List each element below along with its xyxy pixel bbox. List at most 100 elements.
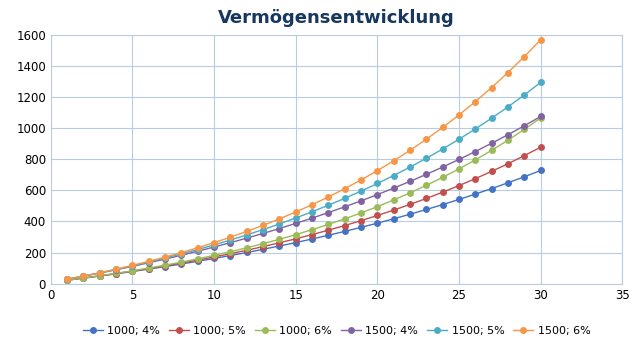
- 1000; 5%: [488, 169, 495, 173]
- 1000; 6%: [210, 253, 218, 257]
- 1000; 6%: [521, 127, 528, 131]
- 1000; 6%: [129, 269, 137, 273]
- 1500; 4%: [129, 264, 137, 268]
- 1500; 5%: [227, 238, 234, 242]
- 1500; 5%: [324, 203, 332, 207]
- 1500; 4%: [64, 277, 71, 281]
- 1000; 6%: [537, 116, 544, 120]
- 1500; 6%: [64, 277, 71, 281]
- 1500; 5%: [210, 243, 218, 247]
- 1000; 4%: [79, 276, 87, 280]
- 1500; 5%: [358, 189, 365, 193]
- 1500; 6%: [472, 100, 479, 104]
- 1500; 5%: [390, 173, 398, 177]
- 1000; 4%: [276, 244, 283, 248]
- Title: Vermögensentwicklung: Vermögensentwicklung: [218, 9, 455, 27]
- 1000; 5%: [194, 258, 201, 262]
- 1000; 6%: [243, 246, 251, 250]
- 1500; 4%: [488, 141, 495, 145]
- 1500; 4%: [341, 205, 349, 209]
- 1000; 5%: [358, 219, 365, 223]
- 1000; 5%: [422, 197, 430, 201]
- 1500; 4%: [373, 192, 381, 197]
- 1000; 6%: [358, 211, 365, 215]
- 1500; 6%: [439, 125, 446, 129]
- 1500; 6%: [358, 178, 365, 182]
- 1000; 6%: [64, 278, 71, 282]
- 1500; 4%: [79, 274, 87, 278]
- 1000; 5%: [227, 252, 234, 256]
- 1000; 6%: [341, 217, 349, 221]
- 1000; 4%: [161, 265, 169, 269]
- 1000; 4%: [96, 274, 104, 278]
- 1000; 5%: [373, 213, 381, 218]
- 1500; 6%: [259, 223, 267, 227]
- 1000; 4%: [112, 272, 120, 276]
- 1500; 5%: [178, 252, 185, 256]
- 1500; 6%: [96, 271, 104, 275]
- 1000; 4%: [472, 192, 479, 196]
- 1000; 4%: [129, 270, 137, 274]
- 1000; 6%: [96, 274, 104, 278]
- 1000; 6%: [504, 138, 512, 142]
- 1000; 6%: [112, 271, 120, 275]
- 1500; 5%: [161, 256, 169, 260]
- 1500; 5%: [472, 127, 479, 131]
- 1000; 6%: [292, 233, 300, 237]
- 1000; 6%: [488, 148, 495, 152]
- Legend: 1000; 4%, 1000; 5%, 1000; 6%, 1500; 4%, 1500; 5%, 1500; 6%: 1000; 4%, 1000; 5%, 1000; 6%, 1500; 4%, …: [78, 322, 595, 341]
- 1000; 4%: [178, 262, 185, 266]
- 1000; 4%: [64, 278, 71, 282]
- 1000; 4%: [308, 237, 316, 241]
- 1000; 6%: [79, 276, 87, 280]
- 1500; 4%: [439, 165, 446, 169]
- 1000; 5%: [341, 224, 349, 228]
- 1000; 5%: [276, 241, 283, 245]
- 1500; 6%: [243, 229, 251, 234]
- 1500; 5%: [64, 277, 71, 281]
- 1000; 6%: [178, 260, 185, 264]
- 1000; 6%: [373, 204, 381, 209]
- 1000; 5%: [472, 176, 479, 181]
- 1000; 5%: [406, 202, 414, 207]
- 1500; 6%: [504, 71, 512, 75]
- 1500; 4%: [406, 179, 414, 183]
- 1500; 5%: [129, 264, 137, 268]
- 1000; 4%: [488, 186, 495, 191]
- 1000; 4%: [259, 247, 267, 252]
- 1500; 5%: [194, 247, 201, 252]
- 1000; 5%: [64, 278, 71, 282]
- 1500; 6%: [112, 267, 120, 271]
- 1000; 5%: [96, 274, 104, 278]
- 1500; 6%: [79, 274, 87, 278]
- 1500; 5%: [521, 93, 528, 97]
- 1500; 6%: [422, 137, 430, 141]
- Line: 1500; 6%: 1500; 6%: [64, 36, 544, 283]
- 1500; 4%: [292, 221, 300, 226]
- Line: 1000; 5%: 1000; 5%: [64, 144, 544, 284]
- 1000; 4%: [358, 225, 365, 229]
- 1000; 5%: [178, 261, 185, 265]
- 1000; 6%: [259, 242, 267, 246]
- 1000; 5%: [308, 233, 316, 237]
- 1000; 4%: [194, 259, 201, 263]
- 1500; 6%: [308, 203, 316, 207]
- 1500; 5%: [276, 222, 283, 226]
- 1000; 4%: [324, 233, 332, 237]
- 1000; 4%: [145, 267, 152, 271]
- 1500; 4%: [390, 186, 398, 190]
- 1500; 4%: [537, 115, 544, 119]
- 1000; 4%: [292, 240, 300, 245]
- 1000; 4%: [455, 197, 463, 201]
- 1500; 4%: [308, 216, 316, 220]
- 1000; 5%: [259, 245, 267, 249]
- 1500; 5%: [259, 227, 267, 231]
- 1000; 4%: [210, 256, 218, 261]
- 1000; 6%: [455, 167, 463, 171]
- 1500; 4%: [112, 268, 120, 272]
- 1000; 5%: [79, 276, 87, 280]
- 1500; 6%: [145, 259, 152, 263]
- 1000; 5%: [324, 228, 332, 232]
- 1000; 4%: [537, 169, 544, 173]
- 1000; 6%: [227, 249, 234, 254]
